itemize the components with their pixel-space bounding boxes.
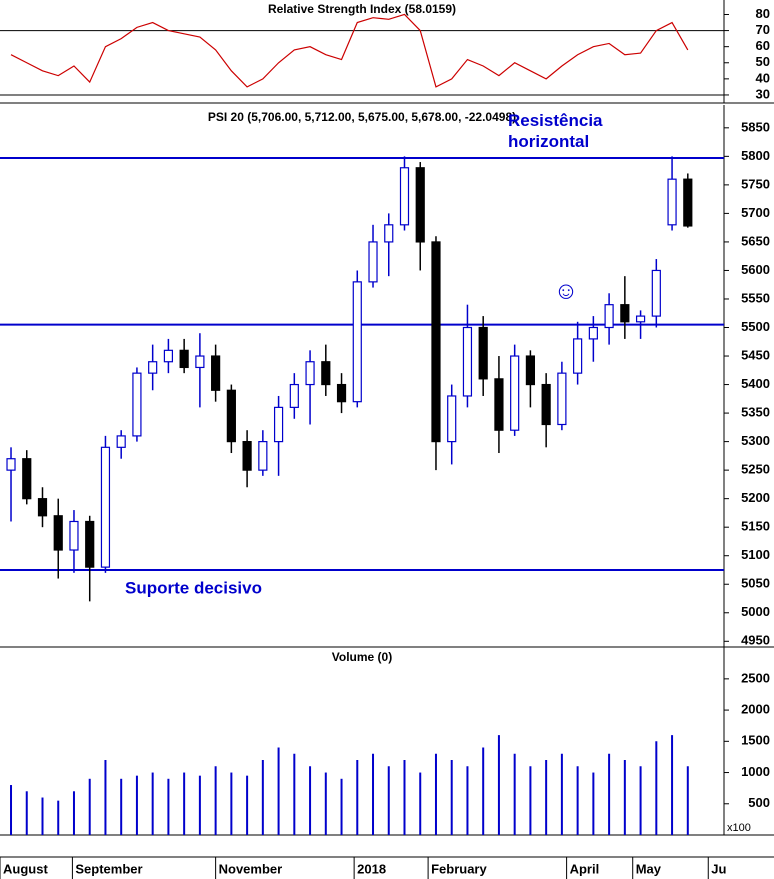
x-tick-label: May — [636, 861, 662, 876]
candle-body — [69, 520, 79, 551]
x-tick-label: February — [431, 861, 487, 876]
candle-body — [604, 304, 614, 329]
y-tick-label: 1000 — [741, 764, 770, 779]
y-tick-label: 5000 — [741, 604, 770, 619]
y-tick-label: 5750 — [741, 176, 770, 191]
candle-body — [179, 349, 189, 369]
candle-body — [683, 178, 693, 227]
candle-body — [321, 361, 331, 386]
y-tick-label: 5500 — [741, 319, 770, 334]
candle-body — [242, 441, 252, 471]
x-tick-label: 2018 — [357, 861, 386, 876]
candle-body — [525, 355, 536, 386]
y-tick-label: 70 — [756, 22, 770, 37]
annotation-support: Suporte decisivo — [125, 578, 262, 597]
x-tick-label: August — [3, 861, 48, 876]
candle-body — [573, 338, 583, 374]
x-tick-label: Ju — [711, 861, 726, 876]
candle-body — [635, 315, 646, 323]
candle-body — [258, 441, 268, 471]
y-tick-label: 5050 — [741, 576, 770, 591]
y-tick-label: 5850 — [741, 119, 770, 134]
y-tick-label: 500 — [748, 795, 770, 810]
candle-body — [37, 498, 48, 517]
y-tick-label: 60 — [756, 38, 770, 53]
y-tick-label: 5700 — [741, 205, 770, 220]
candle-body — [148, 361, 158, 374]
candle-body — [226, 389, 236, 443]
y-tick-label: 40 — [756, 70, 770, 85]
y-tick-label: 5250 — [741, 462, 770, 477]
candle-body — [336, 383, 347, 403]
annotation-resistance: Resistência horizontal — [508, 111, 607, 151]
candle-body — [211, 355, 221, 391]
candle-body — [195, 355, 205, 369]
y-tick-label: 5450 — [741, 347, 770, 362]
y-tick-label: 5650 — [741, 233, 770, 248]
x-tick-label: April — [570, 861, 600, 876]
y-tick-label: 5550 — [741, 290, 770, 305]
unit-label: x100 — [727, 822, 751, 834]
candle-body — [132, 372, 142, 437]
candle-body — [510, 355, 520, 431]
candle-body — [399, 167, 410, 226]
candle-body — [6, 458, 16, 471]
rsi-line — [10, 13, 689, 88]
smiley: ☺ — [554, 277, 579, 304]
price-title: PSI 20 (5,706.00, 5,712.00, 5,675.00, 5,… — [208, 110, 516, 124]
candle-body — [352, 281, 362, 403]
candle-body — [53, 515, 63, 551]
candle-body — [85, 520, 95, 568]
candle-body — [163, 349, 174, 363]
y-tick-label: 5350 — [741, 405, 770, 420]
candle-body — [384, 224, 394, 243]
candle-body — [116, 435, 126, 448]
candle-body — [494, 378, 504, 431]
candle-body — [273, 406, 284, 443]
candle-body — [100, 446, 111, 568]
candle-body — [415, 167, 425, 243]
candle-body — [478, 326, 488, 380]
y-tick-label: 5100 — [741, 547, 770, 562]
y-tick-label: 5200 — [741, 490, 770, 505]
candle-body — [22, 458, 32, 500]
candle-body — [368, 241, 378, 283]
candle-body — [289, 383, 299, 408]
candle-body — [557, 372, 567, 426]
y-tick-label: 30 — [756, 86, 770, 101]
candle-body — [620, 304, 630, 323]
y-tick-label: 80 — [756, 6, 770, 21]
y-tick-label: 2000 — [741, 702, 770, 717]
volume-title: Volume (0) — [332, 650, 392, 664]
y-tick-label: 5300 — [741, 433, 770, 448]
candle-body — [305, 361, 315, 386]
candle-body — [667, 178, 677, 226]
y-tick-label: 1500 — [741, 733, 770, 748]
x-tick-label: September — [75, 861, 142, 876]
y-tick-label: 5600 — [741, 262, 770, 277]
y-tick-label: 4950 — [741, 633, 770, 648]
candle-body — [651, 269, 661, 317]
candle-body — [447, 395, 457, 443]
y-tick-label: 5800 — [741, 148, 770, 163]
y-tick-label: 50 — [756, 54, 770, 69]
y-tick-label: 5150 — [741, 519, 770, 534]
rsi-title: Relative Strength Index (58.0159) — [268, 2, 456, 16]
candle-body — [462, 326, 473, 397]
y-tick-label: 2500 — [741, 670, 770, 685]
candle-body — [541, 383, 551, 426]
candle-body — [431, 241, 441, 443]
candle-body — [588, 326, 598, 340]
y-tick-label: 5400 — [741, 376, 770, 391]
x-tick-label: November — [219, 861, 283, 876]
